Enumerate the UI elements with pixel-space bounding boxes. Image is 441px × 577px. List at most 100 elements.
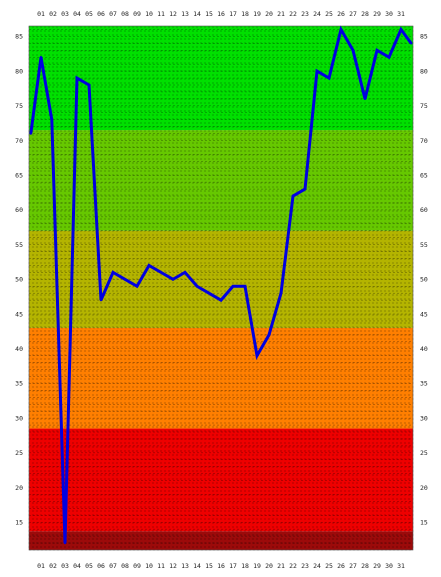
x-tick-label-bottom: 24 xyxy=(313,562,321,570)
y-tick-label-left: 55 xyxy=(15,241,23,249)
y-tick-label-left: 80 xyxy=(15,67,23,75)
data-point xyxy=(75,76,79,80)
x-tick-label-top: 12 xyxy=(169,10,177,18)
x-tick-label-bottom: 18 xyxy=(241,562,249,570)
x-tick-label-top: 20 xyxy=(265,10,273,18)
x-tick-label-top: 28 xyxy=(361,10,369,18)
data-point xyxy=(243,285,247,288)
data-point xyxy=(29,132,32,135)
x-tick-label-top: 22 xyxy=(289,10,297,18)
x-tick-label-top: 06 xyxy=(97,10,105,18)
data-point xyxy=(375,49,379,52)
x-tick-label-top: 16 xyxy=(217,10,225,18)
x-tick-label-top: 21 xyxy=(277,10,285,18)
x-tick-label-top: 25 xyxy=(325,10,333,18)
x-tick-label-top: 29 xyxy=(373,10,381,18)
tick-labels: 01 01 02 02 03 03 04 04 05 05 06 06 07 07 08 08 09 09 10 10… xyxy=(15,10,428,570)
x-tick-label-top: 19 xyxy=(253,10,261,18)
x-tick-label-top: 02 xyxy=(49,10,57,18)
data-point xyxy=(410,42,413,45)
x-tick-label-bottom: 09 xyxy=(133,562,141,570)
x-tick-label-bottom: 16 xyxy=(217,562,225,570)
x-tick-label-top: 09 xyxy=(133,10,141,18)
x-tick-label-top: 10 xyxy=(145,10,153,18)
x-tick-label-bottom: 01 xyxy=(37,562,45,570)
data-point xyxy=(135,285,139,288)
y-tick-label-left: 45 xyxy=(15,310,23,318)
x-tick-label-bottom: 29 xyxy=(373,562,381,570)
x-tick-label-bottom: 02 xyxy=(49,562,57,570)
y-tick-label-left: 85 xyxy=(15,33,23,41)
data-point xyxy=(339,28,343,31)
y-tick-label-left: 35 xyxy=(15,380,23,388)
x-tick-label-bottom: 05 xyxy=(85,562,93,570)
y-tick-label-left: 65 xyxy=(15,172,23,180)
data-point xyxy=(387,56,391,59)
x-tick-label-bottom: 25 xyxy=(325,562,333,570)
data-point xyxy=(123,278,127,281)
y-tick-label-right: 25 xyxy=(420,449,428,457)
x-tick-label-bottom: 31 xyxy=(397,562,405,570)
x-tick-label-top: 15 xyxy=(205,10,213,18)
x-tick-label-top: 13 xyxy=(181,10,189,18)
y-tick-label-right: 20 xyxy=(420,484,428,492)
x-tick-label-bottom: 06 xyxy=(97,562,105,570)
data-point xyxy=(351,49,355,52)
y-tick-label-left: 40 xyxy=(15,345,23,353)
y-tick-label-right: 45 xyxy=(420,310,428,318)
grid xyxy=(28,25,414,551)
x-tick-label-top: 18 xyxy=(241,10,249,18)
y-tick-label-right: 50 xyxy=(420,276,428,284)
x-tick-label-top: 01 xyxy=(37,10,45,18)
y-tick-label-left: 25 xyxy=(15,449,23,457)
x-tick-label-bottom: 13 xyxy=(181,562,189,570)
y-tick-label-right: 40 xyxy=(420,345,428,353)
y-tick-label-right: 15 xyxy=(420,519,428,527)
y-tick-label-right: 30 xyxy=(420,414,428,422)
data-point xyxy=(291,194,295,198)
data-point xyxy=(147,264,151,267)
data-point xyxy=(171,278,175,281)
x-tick-label-bottom: 19 xyxy=(253,562,261,570)
y-tick-label-right: 60 xyxy=(420,206,428,214)
y-tick-label-right: 75 xyxy=(420,102,428,110)
x-tick-label-bottom: 21 xyxy=(277,562,285,570)
y-tick-label-right: 65 xyxy=(420,172,428,180)
data-point xyxy=(255,354,259,357)
y-tick-label-right: 35 xyxy=(420,380,428,388)
x-tick-label-top: 03 xyxy=(61,10,69,18)
data-point xyxy=(327,76,331,80)
x-tick-label-top: 17 xyxy=(229,10,237,18)
data-point xyxy=(267,333,271,337)
x-tick-label-bottom: 22 xyxy=(289,562,297,570)
x-tick-label-bottom: 12 xyxy=(169,562,177,570)
data-point xyxy=(39,56,43,59)
x-tick-label-bottom: 23 xyxy=(301,562,309,570)
y-tick-label-right: 70 xyxy=(420,137,428,145)
data-point xyxy=(111,271,115,274)
x-tick-label-bottom: 27 xyxy=(349,562,357,570)
data-point xyxy=(207,292,211,295)
y-tick-label-right: 80 xyxy=(420,67,428,75)
data-point xyxy=(279,292,283,295)
x-tick-label-top: 04 xyxy=(73,10,81,18)
x-tick-label-bottom: 08 xyxy=(121,562,129,570)
y-tick-label-left: 75 xyxy=(15,102,23,110)
x-tick-label-top: 26 xyxy=(337,10,345,18)
y-tick-label-left: 50 xyxy=(15,276,23,284)
data-point xyxy=(231,285,235,288)
x-tick-label-top: 30 xyxy=(385,10,393,18)
x-tick-label-bottom: 28 xyxy=(361,562,369,570)
x-tick-label-top: 31 xyxy=(397,10,405,18)
x-tick-label-bottom: 03 xyxy=(61,562,69,570)
x-tick-label-bottom: 11 xyxy=(157,562,165,570)
y-tick-label-left: 30 xyxy=(15,414,23,422)
x-tick-label-top: 07 xyxy=(109,10,117,18)
x-tick-label-top: 27 xyxy=(349,10,357,18)
data-point xyxy=(87,83,91,87)
data-point xyxy=(63,541,67,545)
x-tick-label-top: 05 xyxy=(85,10,93,18)
data-point xyxy=(315,69,319,73)
x-tick-label-bottom: 17 xyxy=(229,562,237,570)
